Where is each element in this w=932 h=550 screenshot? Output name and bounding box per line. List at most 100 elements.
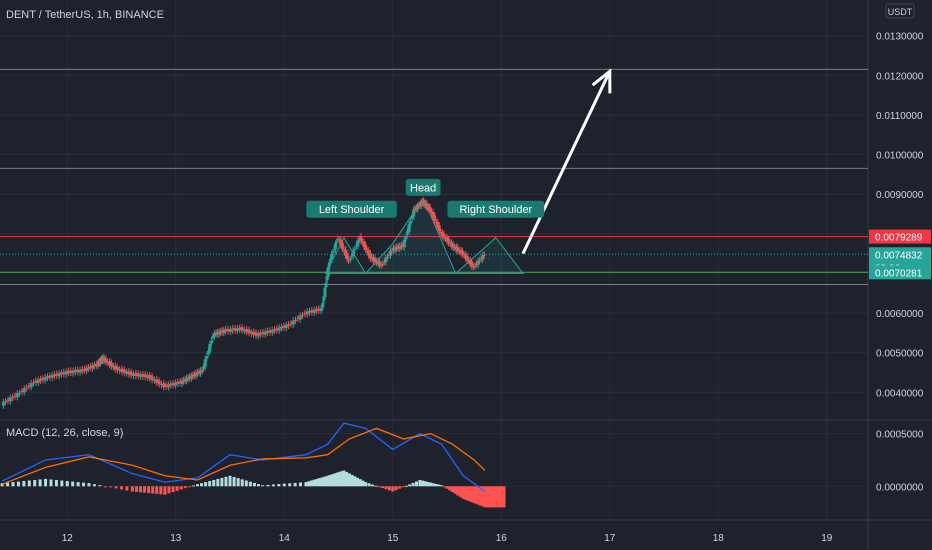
candle-body (282, 325, 286, 328)
candle-body (402, 239, 406, 248)
candle-body (208, 344, 212, 352)
macd-histogram-bar (394, 486, 398, 491)
candle-body (300, 314, 304, 316)
candle-body (159, 383, 163, 386)
macd-histogram-bar (367, 483, 371, 487)
macd-histogram-bar (277, 484, 281, 487)
candle-body (368, 253, 372, 259)
candle-body (298, 315, 302, 320)
candle-body (337, 239, 341, 241)
candle-body (214, 332, 218, 335)
candle-body (356, 240, 360, 247)
candle-body (437, 225, 441, 232)
macd-histogram-bar (440, 485, 444, 487)
candle-body (173, 382, 177, 386)
candle-body (98, 360, 102, 364)
candle-body (176, 381, 180, 384)
macd-histogram-bar (445, 486, 449, 489)
y-tick-label: 0.0050000 (876, 349, 924, 360)
candle-body (351, 250, 355, 257)
candle-body (289, 323, 293, 325)
macd-histogram-bar (183, 486, 187, 489)
candle-body (379, 264, 383, 266)
macd-histogram-bar (71, 481, 75, 487)
pattern-outline (324, 197, 524, 275)
candle-body (395, 246, 399, 249)
candle-body (362, 241, 366, 248)
macd-histogram-bar (421, 480, 425, 487)
candle-body (416, 205, 420, 210)
candle-body (106, 361, 110, 363)
macd-histogram-bar (338, 471, 342, 487)
candle-body (467, 260, 471, 262)
candle-body (59, 372, 63, 375)
candle-body (254, 332, 258, 336)
macd-histogram-bar (195, 484, 199, 487)
candle-body (324, 282, 328, 288)
candle-body (240, 327, 244, 331)
macd-histogram-bar (467, 486, 471, 502)
candle-body (57, 373, 61, 377)
candle-body (359, 236, 363, 242)
macd-histogram-bar (312, 479, 316, 487)
price-label-box (869, 265, 931, 280)
macd-histogram-bar (54, 479, 58, 487)
candle-body (136, 373, 140, 377)
candle-body (188, 376, 192, 379)
candle-body (46, 376, 50, 379)
macd-histogram-bar (22, 481, 26, 487)
macd-histogram-bar (315, 478, 319, 487)
candle-body (433, 215, 437, 222)
macd-histogram-bar (494, 486, 498, 508)
macd-histogram-bar (252, 482, 256, 487)
macd-histogram-bar (491, 486, 495, 508)
pattern-label: Left Shoulder (319, 204, 385, 216)
macd-histogram-bar (340, 471, 344, 487)
candle-body (468, 259, 472, 265)
candle-body (249, 332, 253, 334)
macd-histogram-bar (171, 486, 175, 493)
candle-body (364, 244, 368, 251)
candle-body (41, 378, 45, 380)
candle-body (384, 257, 388, 263)
macd-histogram-bar (216, 478, 220, 487)
candle-body (205, 356, 209, 359)
candle-body (34, 380, 38, 383)
macd-histogram-bar (11, 482, 15, 487)
candle-body (401, 244, 405, 247)
candle-body (450, 242, 454, 247)
macd-histogram-bar (65, 481, 69, 487)
candle-body (367, 250, 371, 256)
candle-body (171, 383, 175, 386)
candle-body (226, 328, 230, 332)
candle-body (462, 254, 466, 256)
candle-body (192, 373, 196, 376)
macd-histogram-bar (323, 476, 327, 487)
macd-histogram-bar (244, 480, 248, 487)
macd-histogram-bar (208, 481, 212, 487)
forecast-arrow-head (591, 68, 612, 94)
macd-histogram-bar (139, 486, 143, 493)
macd-histogram-bar (499, 486, 503, 508)
y-tick-label: 0.0110000 (876, 111, 923, 122)
macd-histogram-bar (497, 486, 501, 508)
macd-histogram-bar (350, 474, 354, 487)
candle-body (157, 380, 161, 385)
macd-histogram-bar (502, 486, 506, 508)
candle-body (194, 372, 198, 377)
candle-body (206, 351, 210, 354)
candle-body (32, 382, 36, 384)
macd-histogram-bar (114, 486, 118, 489)
macd-histogram-bar (16, 481, 20, 487)
macd-histogram-bar (364, 482, 368, 487)
pattern-label-box (447, 200, 545, 218)
macd-histogram-bar (167, 486, 171, 494)
macd-histogram-bar (6, 482, 10, 487)
candle-body (1, 401, 5, 406)
candle-body (270, 329, 274, 333)
macd-y-tick-label: 0.0000000 (876, 482, 924, 493)
candle-body (15, 393, 19, 398)
candle-body (322, 296, 326, 301)
candle-body (78, 369, 82, 373)
